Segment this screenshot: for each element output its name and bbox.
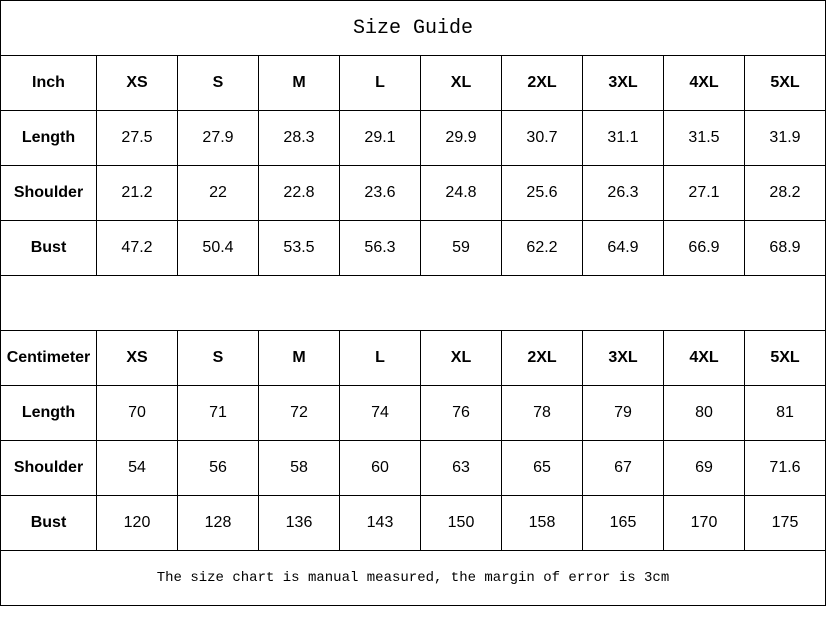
measurement-value: 66.9 [663,220,745,276]
measurement-value: 30.7 [501,110,583,166]
size-header: 3XL [582,55,664,111]
spacer-row [0,275,826,331]
measurement-value: 81 [744,385,826,441]
measurement-value: 28.3 [258,110,340,166]
measurement-value: 128 [177,495,259,551]
measurement-value: 59 [420,220,502,276]
inch-table-row: Bust 47.2 50.4 53.5 56.3 59 62.2 64.9 66.9 68.9 [0,220,826,276]
inch-table-row: Length 27.5 27.9 28.3 29.1 29.9 30.7 31.1 31.5 31… [0,110,826,166]
measurement-value: 170 [663,495,745,551]
measurement-value: 158 [501,495,583,551]
measurement-value: 25.6 [501,165,583,221]
measurement-value: 27.1 [663,165,745,221]
measurement-value: 21.2 [96,165,178,221]
measurement-value: 24.8 [420,165,502,221]
size-header: L [339,55,421,111]
size-header: S [177,330,259,386]
measurement-label: Bust [0,220,97,276]
measurement-value: 60 [339,440,421,496]
measurement-value: 136 [258,495,340,551]
measurement-value: 26.3 [582,165,664,221]
measurement-value: 62.2 [501,220,583,276]
measurement-value: 150 [420,495,502,551]
measurement-value: 56 [177,440,259,496]
measurement-label: Shoulder [0,165,97,221]
measurement-value: 27.9 [177,110,259,166]
measurement-value: 71.6 [744,440,826,496]
measurement-value: 50.4 [177,220,259,276]
measurement-value: 67 [582,440,664,496]
measurement-value: 47.2 [96,220,178,276]
measurement-value: 31.9 [744,110,826,166]
size-header: 4XL [663,330,745,386]
measurement-value: 120 [96,495,178,551]
measurement-value: 29.9 [420,110,502,166]
measurement-value: 64.9 [582,220,664,276]
measurement-value: 53.5 [258,220,340,276]
inch-header-row: Inch XS S M L XL 2XL 3XL 4XL 5XL [0,55,826,111]
measurement-value: 78 [501,385,583,441]
size-header: M [258,55,340,111]
measurement-value: 28.2 [744,165,826,221]
size-header: M [258,330,340,386]
measurement-value: 29.1 [339,110,421,166]
measurement-label: Length [0,110,97,166]
size-header: 4XL [663,55,745,111]
measurement-value: 56.3 [339,220,421,276]
measurement-value: 27.5 [96,110,178,166]
measurement-value: 76 [420,385,502,441]
measurement-value: 70 [96,385,178,441]
size-header: S [177,55,259,111]
inch-unit-label: Inch [0,55,97,111]
size-header: XL [420,330,502,386]
page-title: Size Guide [0,0,826,56]
footer-row: The size chart is manual measured, the m… [0,550,826,606]
measurement-value: 63 [420,440,502,496]
measurement-label: Length [0,385,97,441]
size-header: 2XL [501,55,583,111]
cm-header-row: Centimeter XS S M L XL 2XL 3XL 4XL 5XL [0,330,826,386]
footer-note: The size chart is manual measured, the m… [0,550,826,606]
cm-table-row: Bust 120 128 136 143 150 158 165 170 175 [0,495,826,551]
measurement-value: 58 [258,440,340,496]
measurement-value: 31.5 [663,110,745,166]
measurement-value: 22 [177,165,259,221]
cm-unit-label: Centimeter [0,330,97,386]
measurement-value: 68.9 [744,220,826,276]
measurement-value: 23.6 [339,165,421,221]
measurement-label: Shoulder [0,440,97,496]
size-header: 3XL [582,330,664,386]
measurement-value: 143 [339,495,421,551]
size-header: L [339,330,421,386]
measurement-value: 71 [177,385,259,441]
measurement-value: 80 [663,385,745,441]
measurement-value: 79 [582,385,664,441]
measurement-value: 31.1 [582,110,664,166]
cm-table-row: Shoulder 54 56 58 60 63 65 67 69 71.6 [0,440,826,496]
measurement-value: 165 [582,495,664,551]
size-header: 2XL [501,330,583,386]
measurement-value: 22.8 [258,165,340,221]
title-row: Size Guide [0,0,826,56]
cm-table-row: Length 70 71 72 74 76 78 79 80 81 [0,385,826,441]
measurement-value: 69 [663,440,745,496]
size-header: 5XL [744,330,826,386]
measurement-value: 54 [96,440,178,496]
size-header: XS [96,55,178,111]
measurement-value: 72 [258,385,340,441]
size-header: XS [96,330,178,386]
size-header: 5XL [744,55,826,111]
measurement-value: 74 [339,385,421,441]
measurement-value: 175 [744,495,826,551]
spacer [0,275,826,331]
measurement-label: Bust [0,495,97,551]
size-header: XL [420,55,502,111]
measurement-value: 65 [501,440,583,496]
inch-table-row: Shoulder 21.2 22 22.8 23.6 24.8 25.6 26.3 27.1 28… [0,165,826,221]
